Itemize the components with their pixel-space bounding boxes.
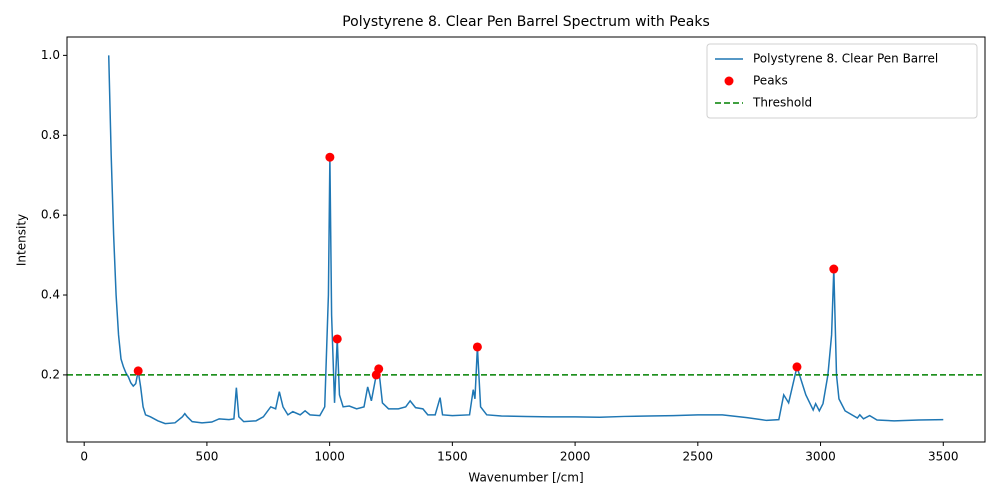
plot-frame [66, 36, 986, 443]
legend-swatch [724, 76, 734, 86]
y-tick-label: 0.2 [41, 367, 60, 381]
y-axis-label: Intensity [15, 214, 29, 266]
peak-marker [133, 366, 143, 376]
peak-marker [829, 264, 839, 274]
x-tick-label: 0 [80, 450, 88, 464]
legend-box [706, 43, 978, 119]
peak-marker [325, 152, 335, 162]
peak-marker [472, 342, 482, 352]
y-tick-label: 0.8 [41, 128, 60, 142]
x-tick-label: 1000 [314, 450, 345, 464]
legend-label: Polystyrene 8. Clear Pen Barrel [753, 52, 938, 66]
y-tick-label: 0.4 [41, 288, 60, 302]
y-tick-label: 0.6 [41, 208, 60, 222]
x-tick-label: 500 [195, 450, 218, 464]
peak-marker [332, 334, 342, 344]
spectrum-line [107, 55, 944, 425]
x-tick-label: 2500 [683, 450, 714, 464]
chart-title: Polystyrene 8. Clear Pen Barrel Spectrum… [342, 14, 710, 30]
x-tick-label: 3000 [805, 450, 836, 464]
x-tick-label: 1500 [437, 450, 468, 464]
peak-marker [792, 362, 802, 372]
x-axis-label: Wavenumber [/cm] [468, 471, 583, 485]
legend-label: Threshold [752, 96, 812, 110]
legend-label: Peaks [753, 74, 788, 88]
peak-marker [374, 364, 384, 374]
x-tick-label: 3500 [928, 450, 959, 464]
x-tick-label: 2000 [560, 450, 591, 464]
y-tick-label: 1.0 [41, 48, 60, 62]
